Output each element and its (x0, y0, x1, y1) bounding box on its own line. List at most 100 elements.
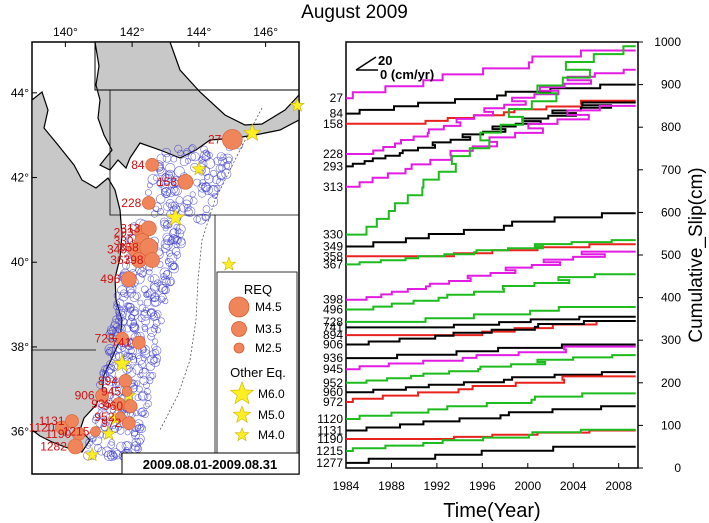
seismicity-event (156, 166, 166, 176)
seismicity-event (137, 267, 147, 278)
seismicity-event (161, 188, 168, 195)
seismicity-event (143, 381, 151, 389)
seismicity-event (216, 171, 226, 181)
seismicity-event (213, 156, 222, 166)
japan-trench-line (159, 107, 263, 431)
seismicity-event (116, 312, 124, 320)
req-label: 496 (100, 272, 120, 286)
seismicity-event (132, 364, 143, 375)
req-label: 313 (120, 221, 140, 235)
seismicity-event (129, 356, 138, 364)
seismicity-event (177, 149, 184, 157)
req-marker (132, 335, 146, 350)
seismicity-event (188, 144, 197, 153)
seismicity-event (125, 253, 132, 260)
lat-tick-label: 38° (11, 340, 29, 354)
seismicity-event (202, 205, 211, 213)
req-marker (141, 220, 157, 237)
seismicity-event (130, 429, 138, 437)
seismicity-event (167, 236, 176, 244)
seismicity-event (189, 191, 196, 198)
lat-tick-label: 40° (11, 255, 29, 269)
seismicity-event (221, 169, 232, 180)
seismicity-event (195, 213, 207, 225)
req-label: 293 (114, 226, 134, 240)
seismicity-event (138, 391, 147, 401)
req-label: 349 (107, 243, 127, 257)
seismicity-event (203, 185, 213, 195)
seismicity-event (179, 157, 189, 167)
seismicity-event (145, 371, 155, 381)
legend-other-title: Other Eq. (230, 365, 286, 380)
seismicity-event (201, 213, 209, 222)
seismicity-event (161, 286, 169, 294)
req-label: 1131 (39, 414, 65, 428)
seismicity-event (111, 425, 119, 433)
req-marker (122, 416, 136, 431)
seismicity-event (97, 447, 106, 456)
seismicity-event (123, 292, 130, 299)
req-label: 894 (98, 374, 118, 388)
req-marker (145, 158, 159, 172)
seismicity-event (165, 170, 173, 179)
legend-req-m25-marker (233, 342, 245, 354)
seismicity-event (130, 428, 139, 437)
seismicity-event (212, 175, 221, 185)
seismicity-event (143, 291, 150, 298)
seismicity-event (144, 393, 152, 401)
seismicity-event (200, 150, 211, 161)
seismicity-event (204, 150, 211, 157)
seismicity-event (129, 223, 137, 231)
req-label: 27 (208, 132, 222, 146)
other-earthquake-star (221, 256, 237, 271)
seismicity-event (166, 222, 173, 228)
seismicity-event (126, 288, 136, 298)
seismicity-event (141, 316, 151, 326)
seismicity-event (199, 179, 207, 186)
seismicity-event (138, 407, 148, 417)
req-label: 1190 (45, 427, 71, 441)
seismicity-event (123, 441, 133, 451)
seismicity-event (104, 344, 116, 355)
req-label: 741 (111, 336, 131, 350)
seismicity-event (140, 309, 148, 317)
seismicity-event (174, 144, 183, 153)
req-marker (142, 196, 156, 210)
seismicity-event (116, 426, 125, 435)
seismicity-event (165, 199, 175, 208)
req-marker (115, 411, 126, 423)
seismicity-event (111, 386, 119, 395)
seismicity-event (97, 408, 108, 419)
req-label: 906 (75, 389, 95, 403)
seismicity-event (165, 257, 175, 267)
seismicity-event (167, 238, 174, 246)
seismicity-event (129, 322, 139, 332)
seismicity-event (200, 145, 208, 154)
seismicity-event (120, 345, 126, 352)
seismicity-event (136, 385, 143, 393)
seismicity-event (149, 372, 157, 379)
seismicity-event (204, 158, 216, 169)
seismicity-event (161, 186, 171, 196)
seismicity-event (99, 369, 106, 376)
seismicity-event (146, 361, 156, 371)
seismicity-event (105, 363, 116, 374)
seismicity-event (101, 446, 113, 457)
seismicity-event (142, 325, 149, 333)
seismicity-event (137, 390, 149, 402)
seismicity-event (213, 185, 221, 192)
req-label: 358 (119, 240, 139, 254)
seismicity-event (166, 252, 178, 264)
seismicity-event (174, 166, 185, 177)
seismicity-event (143, 402, 150, 409)
seismicity-event (149, 312, 158, 321)
seismicity-event (146, 377, 154, 385)
req-marker (65, 414, 79, 428)
seismicity-event (164, 258, 171, 264)
req-label: 728 (95, 332, 115, 346)
seismicity-event (147, 354, 158, 365)
region-boundary-east (109, 90, 299, 216)
